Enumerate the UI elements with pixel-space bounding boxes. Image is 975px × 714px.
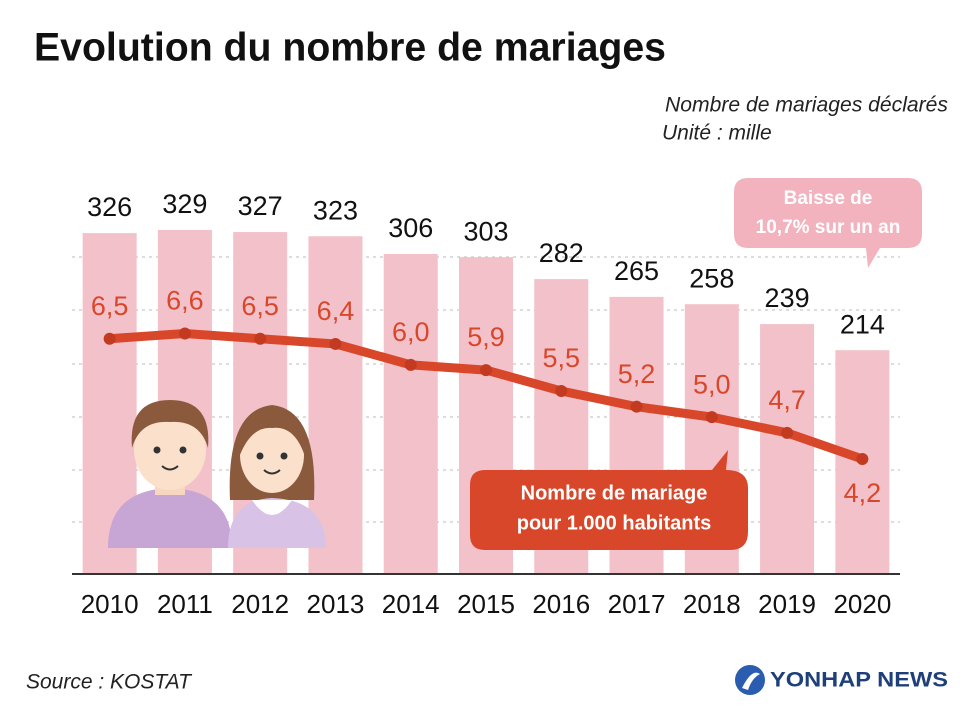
bar (383, 254, 438, 575)
mouth (263, 469, 281, 475)
eye (179, 446, 187, 454)
bar-value-label: 327 (238, 191, 283, 221)
girl-hair (237, 410, 307, 460)
x-tick-label: 2013 (307, 589, 365, 619)
line-value-label: 5,2 (618, 359, 656, 389)
line-series-name: Nombre de mariage (521, 482, 708, 504)
annotation: Baisse de (784, 188, 873, 209)
line-point (178, 327, 191, 340)
bar-value-label: 258 (689, 263, 734, 293)
line-point (781, 426, 794, 439)
eye (256, 452, 264, 460)
x-tick-label: 2018 (683, 589, 741, 619)
logo-mark (742, 672, 760, 690)
line-value-label: 4,2 (844, 478, 882, 508)
line-point (254, 332, 267, 345)
girl-face (240, 417, 304, 493)
line-value-label: 5,0 (693, 369, 731, 399)
line-point (480, 364, 492, 377)
line-value-label: 6,0 (392, 317, 430, 347)
bar-value-label: 329 (162, 189, 207, 219)
line-point (103, 332, 116, 345)
bar-value-label: 303 (463, 216, 508, 246)
line-value-label: 6,4 (317, 296, 355, 326)
bar-value-label: 282 (539, 238, 584, 268)
girl-body (228, 498, 326, 548)
bar (760, 324, 815, 574)
x-tick-label: 2012 (231, 589, 289, 619)
line-point (555, 385, 568, 397)
illustration (108, 400, 326, 548)
x-tick-label: 2011 (157, 589, 213, 619)
boy-face (134, 410, 206, 490)
line-point (705, 411, 718, 424)
line-value-label: 5,5 (542, 343, 580, 373)
callouts: Nombre de mariage pour 1.000 habitants B… (470, 178, 922, 550)
line-value-label: 4,7 (768, 385, 806, 415)
x-tick-label: 2020 (833, 589, 891, 619)
x-tick-label: 2016 (532, 589, 590, 619)
eye (280, 452, 288, 460)
source: Source : KOSTAT (26, 671, 193, 694)
line-value-label: 5,9 (467, 322, 505, 352)
bar-value-label: 239 (765, 283, 810, 313)
x-tick-label: 2015 (457, 589, 515, 619)
line-point (630, 400, 643, 413)
eye (153, 446, 161, 454)
line-point (404, 358, 417, 371)
bar-value-label: 323 (313, 195, 358, 225)
chart-title: Evolution du nombre de mariages (34, 26, 666, 70)
mouth (161, 465, 179, 471)
bar-value-label: 265 (614, 256, 659, 286)
line-point (329, 337, 342, 350)
girl-collar (252, 500, 292, 515)
line-callout-box (470, 450, 748, 550)
boy-body (108, 488, 232, 548)
annotation: 10,7% sur un an (756, 217, 901, 238)
credit: YONHAP NEWS (770, 669, 948, 692)
bar-value-label: 326 (87, 192, 132, 222)
x-tick-label: 2019 (758, 589, 816, 619)
line-point (856, 452, 869, 465)
x-tick-label: 2010 (81, 589, 139, 619)
unit-label: Unité : mille (662, 122, 772, 145)
line-layer: 6,5 6,6 6,5 6,4 6,0 5,9 5,5 5,2 5,0 4,7 4,2 (91, 286, 881, 508)
x-tick-label: 2017 (608, 589, 666, 619)
annotation-box (734, 178, 922, 268)
bar-series-name: Nombre de mariages déclarés (665, 94, 949, 117)
boy-hair (131, 400, 209, 448)
line-value-label: 6,5 (241, 291, 279, 321)
bar-value-label: 306 (388, 213, 433, 243)
x-tick-label: 2014 (382, 589, 440, 619)
line-value-label: 6,6 (166, 286, 204, 316)
line-value-label: 6,5 (91, 291, 129, 321)
bar-value-label: 214 (840, 309, 885, 339)
line-series-name: pour 1.000 habitants (517, 512, 712, 534)
